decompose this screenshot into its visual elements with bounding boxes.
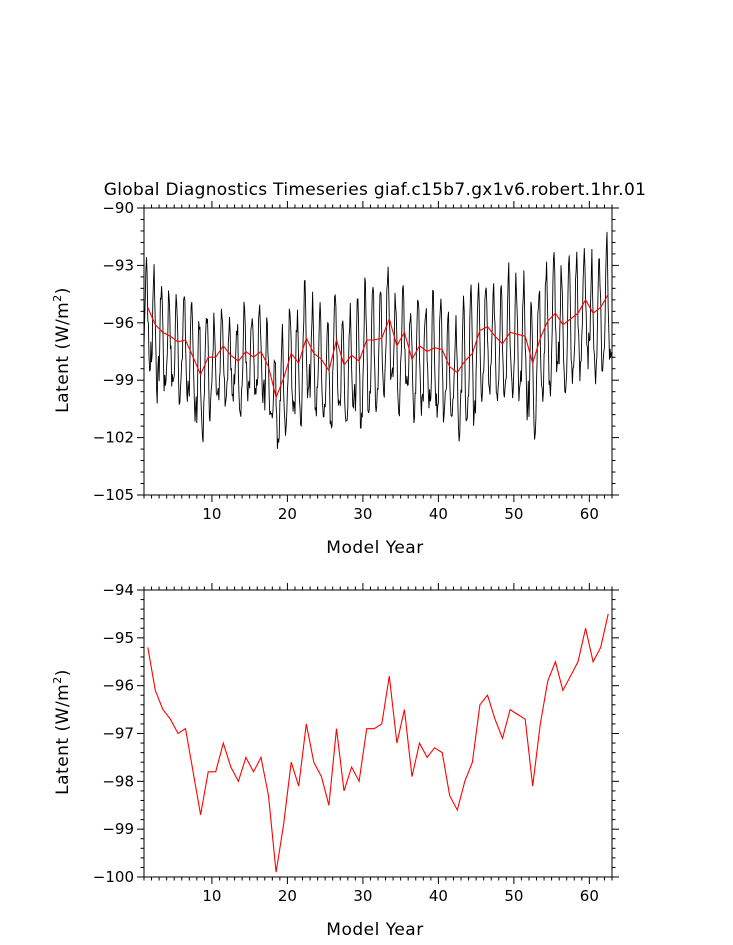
bottom-x-tick-label: 60 [580,887,599,905]
top-y-tick-labels: −105 −102 −99 −96 −93 −90 [93,199,134,504]
top-y-axis-label: Latent (W/m2) [51,287,73,413]
bottom-x-tick-label: 10 [202,887,221,905]
chart-title: Global Diagnostics Timeseries giaf.c15b7… [104,180,646,200]
bottom-x-tick-label: 40 [429,887,448,905]
top-panel: Global Diagnostics Timeseries giaf.c15b7… [51,180,646,558]
bottom-y-tick-label: −97 [102,725,134,743]
bottom-y-axis-label-close: ) [53,669,73,676]
bottom-plot-frame [143,589,613,878]
top-y-axis-label-superscript: 2 [51,294,64,302]
bottom-y-tick-label: −100 [93,868,134,886]
bottom-y-tick-label: −94 [102,581,134,599]
top-x-tick-label: 50 [504,505,523,523]
top-x-tick-label: 40 [429,505,448,523]
top-y-tick-label: −90 [102,199,134,217]
bottom-x-tick-labels: 10 20 30 40 50 60 [202,887,599,905]
bottom-ticks [137,583,619,884]
bottom-y-axis-label-main: Latent (W/m [53,684,73,795]
top-y-tick-label: −102 [93,429,134,447]
top-x-tick-label: 10 [202,505,221,523]
bottom-annual-mean-series-line [147,613,609,873]
top-y-axis-label-close: ) [53,287,73,294]
bottom-y-tick-label: −99 [102,820,134,838]
top-monthly-series-line [144,231,612,449]
bottom-y-tick-label: −98 [102,772,134,790]
top-y-tick-label: −105 [93,486,134,504]
bottom-x-tick-label: 50 [504,887,523,905]
top-y-tick-label: −93 [102,256,134,274]
top-x-tick-label: 20 [278,505,297,523]
top-x-tick-label: 30 [353,505,372,523]
bottom-y-axis-label: Latent (W/m2) [51,669,73,795]
top-y-axis-label-main: Latent (W/m [53,302,73,413]
top-plot-frame [143,207,613,496]
top-ticks [137,201,619,502]
top-y-tick-label: −96 [102,314,134,332]
top-annual-mean-series-line [147,293,609,400]
bottom-y-tick-label: −95 [102,629,134,647]
top-x-axis-label: Model Year [326,538,423,558]
bottom-x-tick-label: 20 [278,887,297,905]
bottom-y-tick-labels: −100 −99 −98 −97 −96 −95 −94 [93,581,134,886]
bottom-x-axis-label: Model Year [326,920,423,940]
bottom-y-tick-label: −96 [102,677,134,695]
bottom-y-axis-label-superscript: 2 [51,676,64,684]
top-x-tick-label: 60 [580,505,599,523]
bottom-panel: −100 −99 −98 −97 −96 −95 −94 10 20 30 40 50 60 Mode… [51,581,619,940]
bottom-x-tick-label: 30 [353,887,372,905]
top-y-tick-label: −99 [102,371,134,389]
top-x-tick-labels: 10 20 30 40 50 60 [202,505,599,523]
